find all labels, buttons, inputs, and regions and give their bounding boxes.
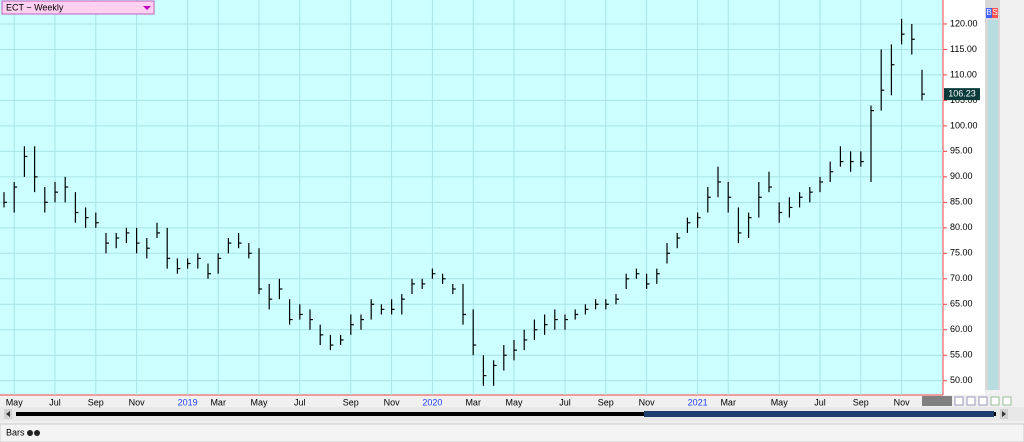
x-tick-label: Sep (88, 397, 104, 407)
scroll-block[interactable] (922, 396, 952, 406)
arrow (6, 411, 10, 417)
y-tick-label: 95.00 (950, 146, 973, 156)
y-tick-label: 55.00 (950, 350, 973, 360)
tool-button[interactable] (990, 396, 1000, 406)
x-tick-label: May (771, 397, 789, 407)
x-tick-label: Sep (853, 397, 869, 407)
x-tick-label: Jul (49, 397, 61, 407)
footer-icon[interactable] (27, 430, 33, 436)
footer-icon[interactable] (34, 430, 40, 436)
arrow (1002, 411, 1006, 417)
y-tick-label: 110.00 (950, 69, 977, 79)
y-tick-label: 85.00 (950, 197, 973, 207)
x-tick-label: Jul (294, 397, 306, 407)
y-tick-label: 100.00 (950, 120, 978, 130)
x-tick-label: Sep (343, 397, 359, 407)
y-tick-label: 120.00 (950, 18, 978, 28)
sell-button[interactable] (992, 8, 998, 18)
x-tick-label: May (250, 397, 268, 407)
y-tick-label: 70.00 (950, 273, 973, 283)
y-tick-label: 115.00 (950, 44, 977, 54)
y-tick-label: 65.00 (950, 299, 973, 309)
tool-button[interactable] (954, 396, 964, 406)
y-tick-label: 90.00 (950, 171, 973, 181)
tool-button[interactable] (1002, 396, 1012, 406)
buy-button[interactable] (986, 8, 992, 18)
x-tick-label: Nov (384, 397, 401, 407)
price-tag-label: 106.23 (948, 89, 976, 99)
price-axis (943, 0, 985, 395)
x-tick-label: 2021 (688, 397, 708, 407)
y-tick-label: 60.00 (950, 324, 973, 334)
buy-label: B (986, 8, 991, 17)
scroll-track (16, 412, 996, 416)
x-tick-label: Nov (129, 397, 146, 407)
x-tick-label: Mar (210, 397, 226, 407)
y-tick-label: 50.00 (950, 375, 973, 385)
x-tick-label: May (505, 397, 523, 407)
price-tag (944, 88, 980, 101)
sell-label: S (992, 8, 997, 17)
x-tick-label: Nov (639, 397, 656, 407)
x-tick-label: 2020 (422, 397, 442, 407)
side-scroll (988, 20, 998, 390)
y-tick-label: 80.00 (950, 222, 973, 232)
plot-area (0, 0, 943, 395)
grid (0, 0, 943, 395)
x-tick-label: Sep (598, 397, 614, 407)
bars (3, 18, 925, 386)
x-tick-label: Mar (720, 397, 736, 407)
y-tick-label: 75.00 (950, 248, 973, 258)
footer-label: Bars (6, 427, 25, 437)
x-tick-label: Jul (559, 397, 571, 407)
x-tick-label: Jul (814, 397, 826, 407)
chart-title: ECT ~ Weekly (6, 2, 64, 12)
title-box[interactable] (1, 0, 155, 15)
x-tick-label: May (6, 397, 24, 407)
scroll-thumb[interactable] (644, 411, 994, 417)
tool-button[interactable] (966, 396, 976, 406)
footer-bar (0, 423, 1024, 442)
x-tick-label: Mar (465, 397, 481, 407)
dropdown-arrow[interactable] (143, 6, 151, 10)
tool-button[interactable] (978, 396, 988, 406)
x-tick-label: 2019 (178, 397, 198, 407)
x-tick-label: Nov (894, 397, 911, 407)
